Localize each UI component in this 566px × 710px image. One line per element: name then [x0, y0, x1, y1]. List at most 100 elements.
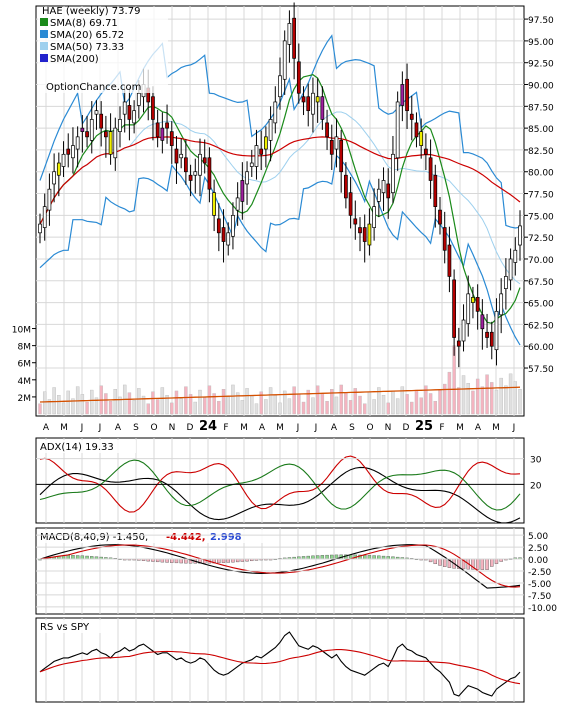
candle-body	[99, 113, 104, 129]
volume-bar	[179, 398, 183, 415]
volume-tick-label: 2M	[18, 394, 32, 404]
macd-label: MACD(8,40,9) -1.450,	[40, 532, 148, 543]
volume-bar	[490, 382, 494, 415]
candle-body	[85, 131, 89, 138]
volume-bar	[386, 402, 390, 415]
volume-bars	[38, 345, 522, 415]
volume-bar	[165, 395, 169, 415]
macd-histogram-bar	[362, 554, 367, 560]
volume-bar	[461, 375, 466, 415]
volume-bar	[452, 345, 456, 415]
volume-bar	[410, 401, 414, 415]
candle-body	[504, 276, 508, 289]
x-tick-label: O	[366, 423, 373, 433]
price-tick-label: 62.50	[528, 321, 554, 331]
volume-bar	[504, 385, 508, 415]
volume-bar	[466, 383, 470, 415]
macd-histogram-bar	[494, 558, 499, 564]
volume-bar	[245, 388, 249, 415]
candle-body	[381, 180, 386, 194]
macd-histogram-bar	[165, 558, 169, 563]
candle-body	[485, 331, 489, 338]
x-axis: A M J J A S O N D 24 F M A M J J A S O N D 25 F M A M J	[43, 419, 515, 434]
volume-bar	[113, 389, 118, 415]
volume-bar	[367, 391, 372, 415]
candle-body	[38, 223, 42, 234]
macd-tick-label: 2.50	[528, 544, 548, 554]
macd-tick-label: -10.00	[528, 604, 557, 614]
candle-body	[254, 145, 259, 167]
candle-body	[489, 331, 494, 347]
macd-value-blue: 2.998	[210, 532, 242, 543]
candle-body	[52, 171, 56, 185]
candle-body	[438, 209, 442, 225]
candle-body	[202, 157, 207, 164]
volume-tick-label: 4M	[18, 377, 32, 387]
candle-body	[339, 139, 344, 173]
candle-body	[391, 153, 395, 194]
candle-body	[193, 171, 198, 176]
adx-tick-label: 20	[530, 481, 542, 491]
volume-bar	[339, 384, 343, 415]
volume-bar	[419, 397, 423, 415]
candle-body	[296, 61, 301, 94]
x-tick-label: D	[403, 423, 410, 433]
volume-bar	[226, 396, 230, 415]
candle-body	[424, 148, 428, 155]
volume-bar	[170, 402, 174, 415]
adx-series-line	[39, 459, 521, 511]
candle-body	[466, 293, 471, 324]
candle-body	[433, 174, 438, 207]
rs-average-line	[39, 649, 521, 685]
volume-bar	[518, 389, 522, 415]
volume-bar	[118, 396, 122, 415]
volume-bar	[264, 399, 268, 415]
volume-bar	[325, 400, 329, 415]
price-tick-label: 97.50	[528, 16, 554, 26]
volume-bar	[395, 398, 400, 415]
volume-bar	[494, 389, 499, 415]
rs-lines	[39, 631, 521, 697]
volume-bar	[61, 402, 66, 415]
candle-body	[334, 136, 339, 150]
x-tick-label: O	[150, 423, 157, 433]
candle-body	[179, 153, 184, 159]
volume-bar	[311, 397, 315, 415]
macd-tick-label: -5.00	[528, 580, 552, 590]
volume-bar	[151, 391, 155, 415]
candle-body	[268, 119, 273, 141]
candle-body	[471, 297, 475, 303]
candle-body	[306, 96, 311, 112]
macd-histogram-bar	[315, 555, 320, 560]
volume-bar	[292, 386, 296, 415]
volume-bar	[212, 393, 216, 415]
volume-bar	[47, 399, 52, 415]
x-tick-label: J	[512, 423, 516, 433]
candle-body	[240, 180, 245, 202]
macd-y-axis: 5.00 2.50 0.00 -2.50 -5.00 -7.50 -10.00	[36, 532, 557, 614]
candle-body	[513, 249, 518, 263]
price-y-axis: 97.50 95.00 92.50 90.00 87.50 85.00 82.50 80.00…	[524, 16, 554, 375]
macd-histogram-bar	[320, 555, 325, 560]
candle-body	[315, 96, 320, 103]
volume-tick-label: 6M	[18, 360, 32, 370]
price-tick-label: 82.50	[528, 147, 554, 157]
macd-histogram-bar	[438, 558, 442, 566]
x-tick-label: 25	[415, 419, 433, 434]
price-tick-label: 70.00	[528, 256, 554, 266]
candle-body	[80, 127, 85, 132]
candle-body	[311, 92, 315, 115]
candle-body	[165, 122, 169, 129]
volume-bar	[198, 389, 202, 415]
price-tick-label: 87.50	[528, 103, 554, 113]
legend-swatch	[40, 42, 48, 50]
adx-lines	[39, 455, 521, 524]
volume-bar	[259, 391, 263, 415]
volume-bar	[428, 393, 433, 415]
volume-bar	[137, 388, 141, 415]
volume-bar	[414, 389, 419, 415]
x-tick-label: M	[60, 423, 68, 433]
candle-body	[475, 297, 480, 312]
candle-body	[428, 157, 433, 181]
